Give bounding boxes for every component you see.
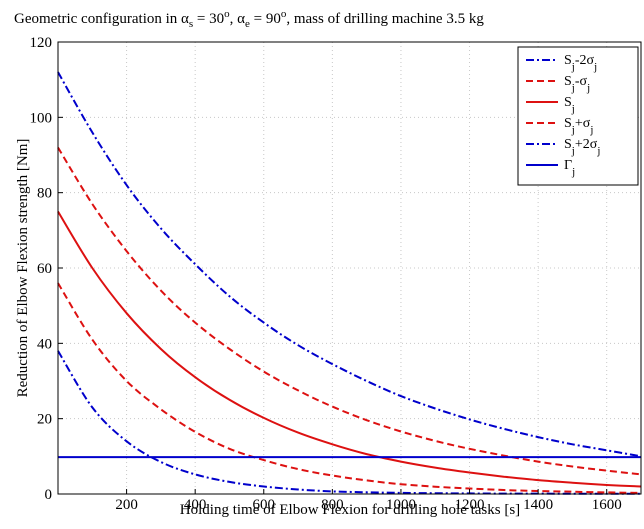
series-line-1 (57, 282, 642, 494)
y-tick-label: 60 (37, 261, 52, 277)
series-line-4 (57, 71, 642, 458)
y-tick-label: 40 (37, 336, 52, 352)
y-axis-label: Reduction of Elbow Flexion strength [Nm] (15, 139, 31, 398)
x-tick-label: 400 (184, 497, 207, 513)
x-tick-label: 1200 (455, 497, 485, 513)
y-tick-label: 120 (30, 35, 53, 51)
x-tick-label: 600 (253, 497, 276, 513)
legend-label-1: Sj-σj (564, 74, 590, 94)
legend-label-4: Sj+2σj (564, 137, 600, 157)
y-tick-label: 0 (45, 487, 53, 503)
x-tick-label: 800 (321, 497, 344, 513)
y-tick-label: 80 (37, 186, 52, 202)
legend-label-3: Sj+σj (564, 116, 593, 136)
series-line-0 (57, 350, 641, 495)
tick-layer: 200 400 600 800 1000 1200 1400 1600 0 20 40 60 80 100… (30, 35, 622, 513)
series-layer (57, 71, 642, 495)
x-axis-label: Holding time of Elbow Flexion for drilli… (180, 502, 520, 518)
y-tick-label: 100 (30, 110, 53, 126)
x-tick-label: 1600 (592, 497, 622, 513)
series-line-2 (57, 210, 642, 488)
legend-label-0: Sj-2σj (564, 53, 597, 73)
legend-box (517, 46, 639, 186)
x-tick-label: 200 (115, 497, 138, 513)
chart-title: Geometric configuration in αs = 30o, αe … (14, 8, 484, 30)
series-line-3 (57, 146, 642, 476)
y-tick-label: 20 (37, 412, 52, 428)
legend-label-2: Sj (564, 95, 575, 115)
x-tick-label: 1400 (523, 497, 553, 513)
legend-label-5: Γj (564, 158, 575, 178)
x-tick-label: 1000 (386, 497, 416, 513)
